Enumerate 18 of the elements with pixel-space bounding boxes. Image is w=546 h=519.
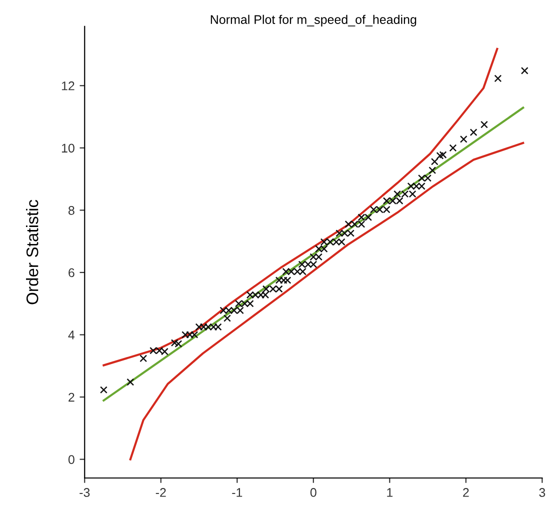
y-tick-label: 4	[68, 330, 75, 340]
x-tick-label: 3	[539, 488, 546, 497]
y-tick-label: 10	[62, 144, 74, 153]
chart-title: Normal Plot for m_speed_of_heading	[210, 14, 416, 26]
y-tick-label: 6	[68, 268, 74, 278]
y-tick-label: 8	[68, 206, 74, 215]
y-tick-label: 0	[68, 455, 74, 464]
y-tick-label: 12	[62, 81, 74, 90]
x-tick-label: -3	[80, 488, 90, 497]
line-series	[129, 142, 524, 460]
x-tick-label: 0	[310, 488, 316, 497]
y-axis-title: Order Statistic	[26, 200, 38, 304]
x-tick-label: -2	[156, 488, 166, 497]
line-series	[102, 48, 498, 366]
x-tick-label: 2	[463, 488, 469, 497]
y-tick-label: 2	[68, 392, 74, 402]
x-tick-label: -1	[232, 488, 242, 497]
x-tick-label: 1	[387, 488, 393, 497]
